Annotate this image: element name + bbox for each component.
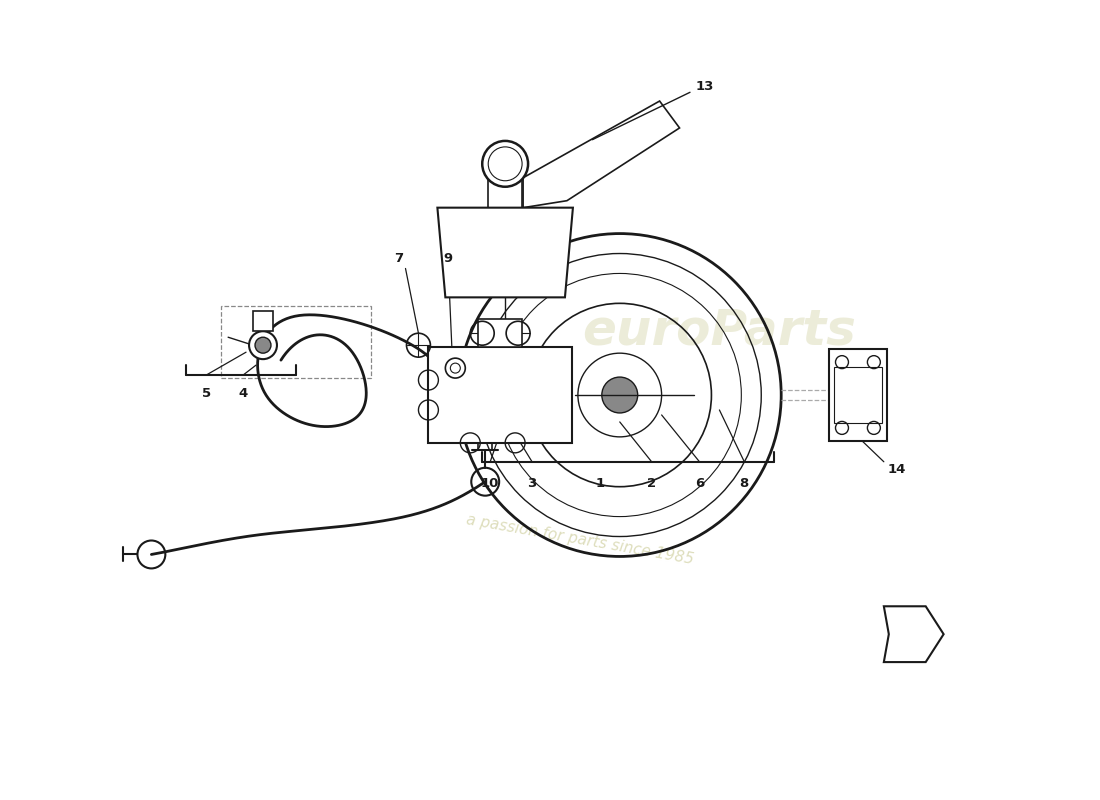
Text: 6: 6 — [695, 478, 704, 490]
Bar — [829, 349, 887, 441]
Text: 8: 8 — [739, 478, 749, 490]
Text: 14: 14 — [888, 463, 906, 476]
Circle shape — [255, 338, 271, 353]
Polygon shape — [524, 101, 680, 208]
Circle shape — [602, 377, 638, 413]
Text: euroParts: euroParts — [583, 306, 856, 354]
FancyBboxPatch shape — [428, 347, 572, 443]
Text: 3: 3 — [527, 478, 537, 490]
FancyBboxPatch shape — [478, 319, 522, 347]
Text: 7: 7 — [394, 252, 403, 265]
Text: 4: 4 — [239, 386, 248, 399]
FancyBboxPatch shape — [253, 311, 273, 331]
Text: 2: 2 — [647, 478, 657, 490]
Text: 10: 10 — [481, 478, 499, 490]
Polygon shape — [883, 606, 944, 662]
Polygon shape — [438, 208, 573, 298]
Circle shape — [249, 331, 277, 359]
Text: a passion for parts since 1985: a passion for parts since 1985 — [465, 512, 695, 567]
Text: 5: 5 — [201, 386, 211, 399]
Bar — [834, 367, 882, 423]
Circle shape — [482, 141, 528, 186]
Text: 13: 13 — [695, 79, 714, 93]
Text: 9: 9 — [443, 252, 453, 265]
Text: 1: 1 — [595, 478, 604, 490]
